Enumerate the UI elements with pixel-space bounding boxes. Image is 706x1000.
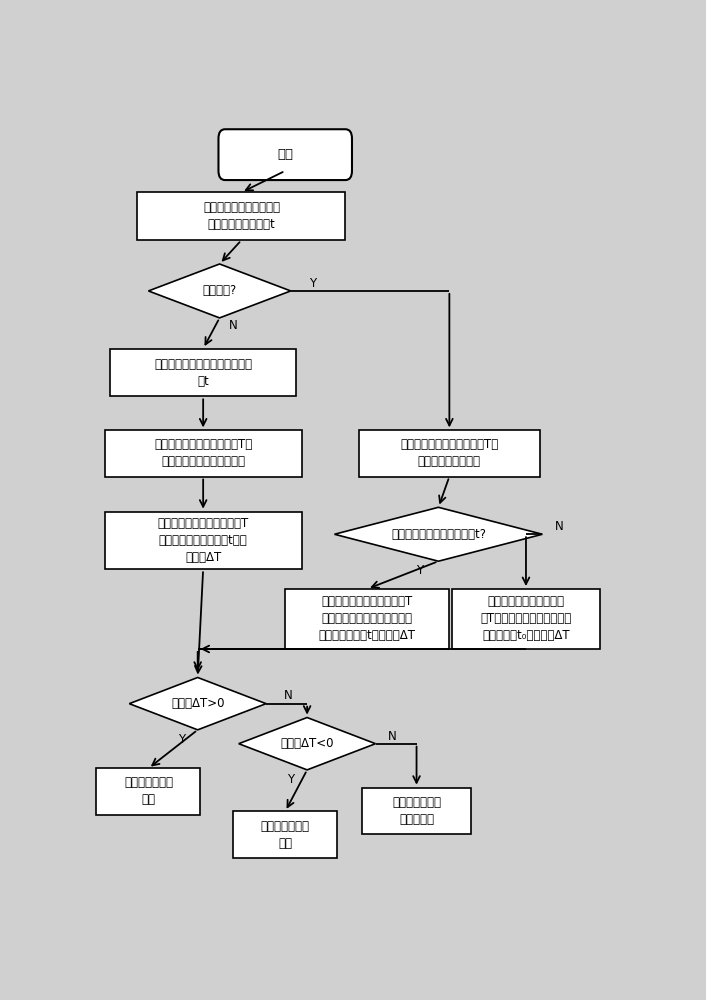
- Bar: [361, 788, 472, 834]
- Text: Y: Y: [416, 564, 423, 577]
- FancyBboxPatch shape: [218, 129, 352, 180]
- Text: Y: Y: [178, 733, 185, 746]
- Text: N: N: [554, 520, 563, 533]
- Text: 测控终端计算楼栋回水温
度T与本地楼栋回水温度设定
初始状态值t₀的偏差值ΔT: 测控终端计算楼栋回水温 度T与本地楼栋回水温度设定 初始状态值t₀的偏差值ΔT: [480, 595, 572, 642]
- Text: N: N: [388, 730, 396, 742]
- Text: N: N: [229, 319, 238, 332]
- Text: 中央计算机控制单元计算
楼栋回水温度设定值t: 中央计算机控制单元计算 楼栋回水温度设定值t: [203, 201, 280, 231]
- Text: 开始: 开始: [277, 148, 293, 161]
- Bar: [233, 811, 337, 858]
- Text: 测控终端接收楼栋回水温度设定
值t: 测控终端接收楼栋回水温度设定 值t: [154, 358, 252, 388]
- Text: 通讯故障?: 通讯故障?: [203, 284, 237, 297]
- Text: 测控终端根据楼栋回水温度T
和楼栋回水温度设定值t计算
偏差值ΔT: 测控终端根据楼栋回水温度T 和楼栋回水温度设定值t计算 偏差值ΔT: [157, 517, 249, 564]
- Text: 电动调节阀开度
调大: 电动调节阀开度 调大: [261, 820, 310, 850]
- Text: 接收过楼栋回水温度设定值t?: 接收过楼栋回水温度设定值t?: [391, 528, 486, 541]
- Polygon shape: [129, 677, 266, 730]
- Bar: [359, 430, 539, 477]
- Bar: [110, 349, 297, 396]
- Text: 电动调节阀开度
调小: 电动调节阀开度 调小: [124, 776, 173, 806]
- Polygon shape: [335, 507, 542, 561]
- Bar: [452, 589, 600, 649]
- Text: Y: Y: [309, 277, 316, 290]
- Polygon shape: [148, 264, 291, 318]
- Text: N: N: [284, 689, 292, 702]
- Text: 测控终端采集楼栋回水温度T和
电动调节阀开度数据: 测控终端采集楼栋回水温度T和 电动调节阀开度数据: [400, 438, 498, 468]
- Text: 测控终端计算楼栋回水温度T
与通讯故障前最近接收的楼栋
回水温度设定值t的偏差值ΔT: 测控终端计算楼栋回水温度T 与通讯故障前最近接收的楼栋 回水温度设定值t的偏差值…: [319, 595, 416, 642]
- Text: Y: Y: [287, 773, 294, 786]
- Bar: [138, 192, 345, 240]
- Text: 偏差值ΔT>0: 偏差值ΔT>0: [171, 697, 225, 710]
- Text: 偏差值ΔT<0: 偏差值ΔT<0: [280, 737, 334, 750]
- Bar: [285, 589, 449, 649]
- Bar: [104, 512, 301, 569]
- Text: 测控终端采集楼栋回水温度T和
电动调节阀开度数据并上传: 测控终端采集楼栋回水温度T和 电动调节阀开度数据并上传: [154, 438, 252, 468]
- Polygon shape: [239, 718, 376, 770]
- Bar: [104, 430, 301, 477]
- Bar: [97, 768, 201, 815]
- Text: 电动调节阀开度
维持原状态: 电动调节阀开度 维持原状态: [392, 796, 441, 826]
